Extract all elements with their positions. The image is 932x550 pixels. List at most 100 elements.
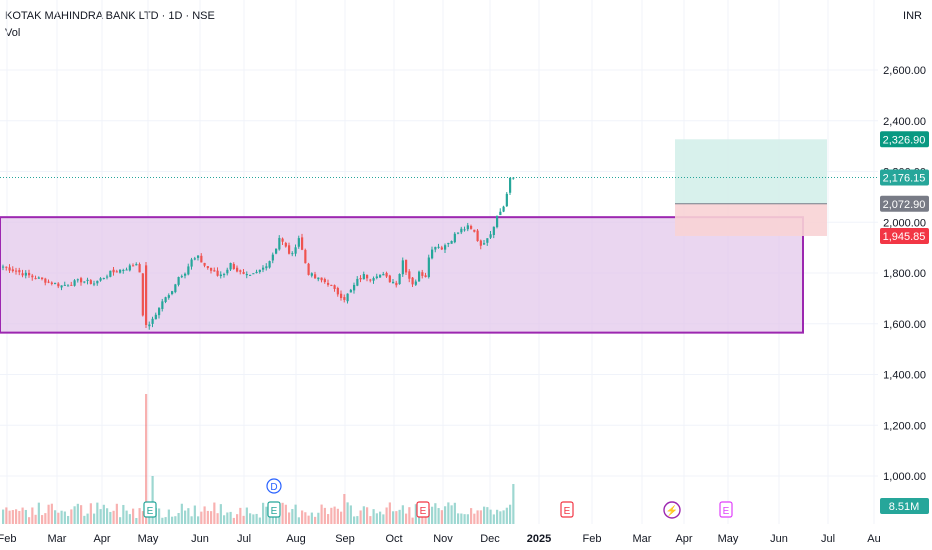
volume-bar (258, 517, 261, 524)
candle (301, 237, 304, 250)
volume-bar (24, 509, 27, 524)
candle (408, 271, 411, 279)
candle (291, 253, 294, 255)
volume-bar (418, 515, 421, 524)
candle (440, 247, 443, 250)
volume-bar (89, 503, 92, 524)
candle (421, 272, 424, 276)
price-badge-label: 1,945.85 (883, 231, 926, 243)
candle (213, 270, 216, 272)
candle (388, 275, 391, 283)
volume-bar (405, 513, 408, 524)
volume-bar (434, 503, 437, 524)
stop-zone[interactable] (675, 203, 827, 236)
volume-bar (190, 516, 193, 524)
y-tick-label: 2,600.00 (883, 65, 926, 77)
volume-bar (132, 508, 135, 524)
candle (499, 211, 502, 216)
volume-bar (327, 514, 330, 524)
candle (21, 273, 24, 276)
volume-bar (76, 503, 79, 524)
volume-bar (294, 504, 297, 524)
volume-bar (385, 507, 388, 524)
volume-bar (466, 514, 469, 524)
candle (362, 274, 365, 280)
volume-bar (447, 502, 450, 524)
dividend-marker[interactable] (266, 478, 282, 494)
split-marker[interactable] (663, 501, 681, 519)
candle (271, 254, 274, 261)
candle (343, 297, 346, 300)
y-tick-label: 1,000.00 (883, 471, 926, 483)
candle (463, 229, 466, 231)
volume-bar (167, 509, 170, 524)
earnings-marker[interactable] (560, 501, 574, 518)
volume-bar (356, 516, 359, 524)
volume-badge[interactable] (880, 498, 929, 514)
volume-bar (437, 508, 440, 524)
volume-bar (145, 394, 148, 524)
candle (275, 248, 278, 254)
candle (200, 255, 203, 263)
candle (216, 270, 219, 276)
x-tick-label: May (718, 533, 739, 545)
candle (223, 274, 226, 276)
earnings-marker[interactable] (719, 501, 733, 518)
candle (314, 274, 317, 279)
x-tick-label: Nov (433, 533, 453, 545)
candle (320, 277, 323, 281)
volume-bar (11, 510, 14, 524)
candle (473, 229, 476, 232)
volume-bar (330, 507, 333, 524)
x-tick-label: Mar (48, 533, 67, 545)
price-badge[interactable] (880, 195, 929, 212)
earnings-marker[interactable] (143, 501, 157, 518)
candle (265, 266, 268, 269)
candle (132, 265, 135, 267)
earnings-marker[interactable] (267, 501, 281, 518)
volume-bar (320, 504, 323, 524)
candle (375, 276, 378, 279)
volume-bar (411, 517, 414, 524)
candle (258, 269, 261, 272)
volume-bar (307, 515, 310, 524)
price-badge[interactable] (880, 131, 929, 148)
candle (47, 281, 50, 283)
candle (476, 230, 479, 242)
candle (336, 288, 339, 295)
candle (431, 249, 434, 259)
volume-bar (83, 515, 86, 524)
candle (502, 206, 505, 212)
candle (304, 249, 307, 264)
candle (310, 273, 313, 276)
candle (340, 293, 343, 299)
volume-bar (177, 513, 180, 524)
volume-bar (460, 513, 463, 524)
candle (284, 242, 287, 247)
volume-bar (304, 512, 307, 524)
candle (31, 275, 34, 278)
candle (232, 264, 235, 269)
candle (382, 274, 385, 276)
candle (24, 272, 27, 276)
volume-bar (15, 509, 18, 524)
volume-bar (505, 507, 508, 524)
price-badge[interactable] (880, 169, 929, 186)
candle (401, 260, 404, 275)
candle (18, 270, 21, 273)
volume-bar (284, 504, 287, 524)
candle (34, 278, 37, 280)
target-zone[interactable] (675, 139, 827, 204)
candle (249, 274, 252, 276)
volume-indicator-label[interactable]: Vol (5, 27, 21, 39)
candle (453, 233, 456, 243)
price-badge-label: 2,072.90 (883, 199, 926, 211)
volume-bar (2, 509, 5, 524)
price-badge[interactable] (880, 227, 929, 244)
y-tick-label: 1,800.00 (883, 268, 926, 280)
candle (346, 293, 349, 302)
range-box[interactable] (0, 216, 804, 334)
earnings-marker[interactable] (416, 501, 430, 518)
candle (385, 272, 388, 277)
